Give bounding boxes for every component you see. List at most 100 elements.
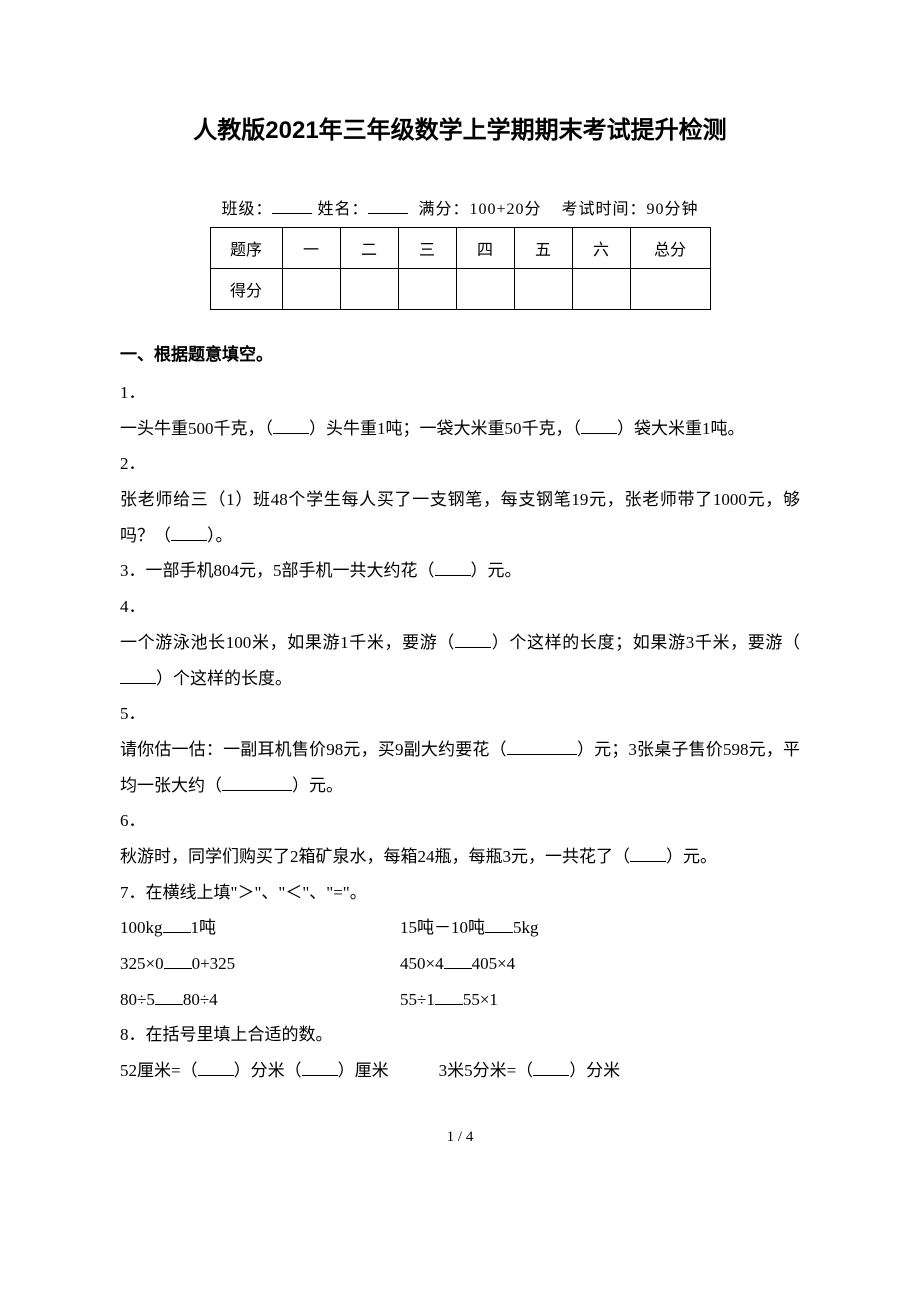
cmp-r2: 5kg	[513, 918, 539, 937]
q8-row: 52厘米=（ ）分米（ ）厘米 3米5分米=（ ）分米	[120, 1053, 800, 1089]
q6-part-a: 秋游时，同学们购买了2箱矿泉水，每箱24瓶，每瓶3元，一共花了（	[120, 847, 630, 866]
section-1-heading: 一、根据题意填空。	[120, 340, 800, 365]
blank	[507, 740, 577, 755]
fullscore-value: 100+20分	[469, 201, 541, 218]
name-blank	[368, 198, 408, 214]
blank	[222, 775, 292, 790]
table-row: 得分	[210, 269, 710, 310]
q8-number: 8．	[120, 1025, 146, 1044]
score-cell	[572, 269, 630, 310]
q7-row-1: 100kg 1吨 15吨－10吨 5kg	[120, 910, 800, 946]
cmp-l1: 80÷5	[120, 990, 155, 1009]
q8-a3: ）厘米	[338, 1061, 389, 1080]
q6-part-b: ）元。	[666, 847, 717, 866]
q8-b2: ）分米	[569, 1061, 620, 1080]
blank	[630, 847, 666, 862]
blank	[444, 954, 472, 969]
blank	[120, 668, 156, 683]
q8-intro-text: 在括号里填上合适的数。	[146, 1025, 333, 1044]
score-cell	[340, 269, 398, 310]
q8-a1: 52厘米=（	[120, 1061, 198, 1080]
col-3: 三	[398, 228, 456, 269]
blank	[302, 1061, 338, 1076]
q1-part-b: ）头牛重1吨；一袋大米重50千克，（	[309, 419, 581, 438]
q3-part-b: ）元。	[471, 561, 522, 580]
blank	[171, 525, 207, 540]
q4-number: 4．	[120, 589, 800, 625]
fullscore-label: 满分：	[418, 201, 469, 218]
q2-part-b: ）。	[207, 526, 233, 545]
page-footer: 1 / 4	[120, 1129, 800, 1146]
name-label: 姓名：	[317, 201, 368, 218]
col-2: 二	[340, 228, 398, 269]
cmp-l2: 1吨	[191, 918, 217, 937]
time-value: 90分钟	[647, 201, 699, 218]
q8-intro: 8．在括号里填上合适的数。	[120, 1017, 800, 1053]
q8-b1: 3米5分米=（	[439, 1061, 534, 1080]
q7-number: 7．	[120, 883, 146, 902]
row2-label: 得分	[210, 269, 282, 310]
blank	[485, 918, 513, 933]
q7-row-3: 80÷5 80÷4 55÷1 55×1	[120, 982, 800, 1018]
q5-text: 请你估一估：一副耳机售价98元，买9副大约要花（）元；3张桌子售价598元，平均…	[120, 732, 800, 803]
col-total: 总分	[630, 228, 710, 269]
blank	[155, 989, 183, 1004]
exam-title: 人教版2021年三年级数学上学期期末考试提升检测	[120, 110, 800, 145]
q1-part-a: 一头牛重500千克，（	[120, 419, 273, 438]
q3-part-a: 一部手机804元，5部手机一共大约花（	[146, 561, 435, 580]
blank	[455, 633, 491, 648]
blank	[198, 1061, 234, 1076]
score-cell	[514, 269, 572, 310]
q3-text: 3．一部手机804元，5部手机一共大约花（ ）元。	[120, 553, 800, 589]
col-4: 四	[456, 228, 514, 269]
blank	[435, 989, 463, 1004]
class-label: 班级：	[221, 201, 272, 218]
q5-number: 5．	[120, 696, 800, 732]
q4-part-b: ）个这样的长度；如果游3千米，要游（	[491, 633, 800, 652]
score-cell	[630, 269, 710, 310]
blank	[273, 418, 309, 433]
q7-intro-text: 在横线上填"＞"、"＜"、"="。	[146, 883, 367, 902]
q1-number: 1．	[120, 375, 800, 411]
q5-part-a: 请你估一估：一副耳机售价98元，买9副大约要花（	[120, 740, 507, 759]
q4-text: 一个游泳池长100米，如果游1千米，要游（ ）个这样的长度；如果游3千米，要游（ ）…	[120, 625, 800, 696]
blank	[581, 418, 617, 433]
cmp-r1: 15吨－10吨	[400, 918, 485, 937]
blank	[163, 918, 191, 933]
time-label: 考试时间：	[562, 201, 647, 218]
class-blank	[272, 198, 312, 214]
q2-number: 2．	[120, 446, 800, 482]
cmp-l1: 325×0	[120, 954, 164, 973]
row1-label: 题序	[210, 228, 282, 269]
score-cell	[282, 269, 340, 310]
q1-part-c: ）袋大米重1吨。	[617, 419, 745, 438]
cmp-l2: 0+325	[192, 954, 236, 973]
q8-a2: ）分米（	[234, 1061, 302, 1080]
cmp-r1: 55÷1	[400, 990, 435, 1009]
blank	[164, 954, 192, 969]
cmp-r2: 55×1	[463, 990, 498, 1009]
q4-part-a: 一个游泳池长100米，如果游1千米，要游（	[120, 633, 455, 652]
cmp-r1: 450×4	[400, 954, 444, 973]
score-cell	[456, 269, 514, 310]
q1-text: 一头牛重500千克，（ ）头牛重1吨；一袋大米重50千克，（ ）袋大米重1吨。	[120, 411, 800, 447]
col-5: 五	[514, 228, 572, 269]
score-cell	[398, 269, 456, 310]
cmp-l1: 100kg	[120, 918, 163, 937]
cmp-l2: 80÷4	[183, 990, 218, 1009]
q4-part-c: ）个这样的长度。	[156, 669, 292, 688]
table-row: 题序 一 二 三 四 五 六 总分	[210, 228, 710, 269]
col-1: 一	[282, 228, 340, 269]
col-6: 六	[572, 228, 630, 269]
q5-part-c: ）元。	[292, 776, 343, 795]
q2-text: 张老师给三（1）班48个学生每人买了一支钢笔，每支钢笔19元，张老师带了1000…	[120, 482, 800, 553]
score-table: 题序 一 二 三 四 五 六 总分 得分	[210, 227, 711, 310]
q7-row-2: 325×00+325 450×4405×4	[120, 946, 800, 982]
q3-number: 3．	[120, 561, 146, 580]
q6-number: 6．	[120, 803, 800, 839]
blank	[533, 1061, 569, 1076]
q7-intro: 7．在横线上填"＞"、"＜"、"="。	[120, 875, 800, 911]
blank	[435, 561, 471, 576]
exam-meta: 班级： 姓名： 满分：100+20分 考试时间：90分钟	[120, 195, 800, 219]
q6-text: 秋游时，同学们购买了2箱矿泉水，每箱24瓶，每瓶3元，一共花了（ ）元。	[120, 839, 800, 875]
